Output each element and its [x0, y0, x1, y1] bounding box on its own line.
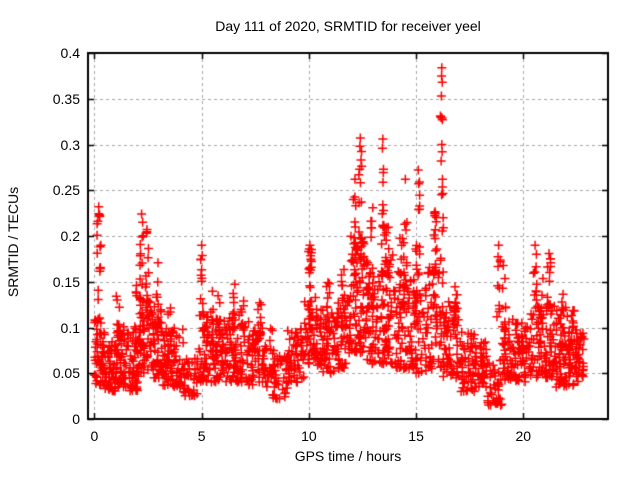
y-tick-label: 0.25	[52, 182, 80, 199]
x-tick-label: 5	[197, 428, 206, 444]
y-tick-label: 0.35	[52, 90, 80, 107]
chart-title: Day 111 of 2020, SRMTID for receiver yee…	[215, 18, 481, 34]
x-tick-label: 15	[408, 428, 424, 444]
y-tick-label: 0.3	[60, 136, 80, 153]
x-tick-label: 10	[301, 428, 317, 444]
y-tick-label: 0.1	[60, 319, 80, 336]
y-tick-label: 0	[72, 411, 80, 427]
y-tick-label: 0.2	[60, 228, 80, 244]
y-tick-label: 0.15	[52, 273, 80, 290]
y-tick-label: 0.05	[52, 365, 80, 382]
x-tick-label: 20	[515, 428, 532, 444]
x-tick-label: 0	[90, 428, 99, 444]
y-tick-label: 0.4	[60, 45, 80, 61]
x-axis-label: GPS time / hours	[294, 448, 402, 464]
